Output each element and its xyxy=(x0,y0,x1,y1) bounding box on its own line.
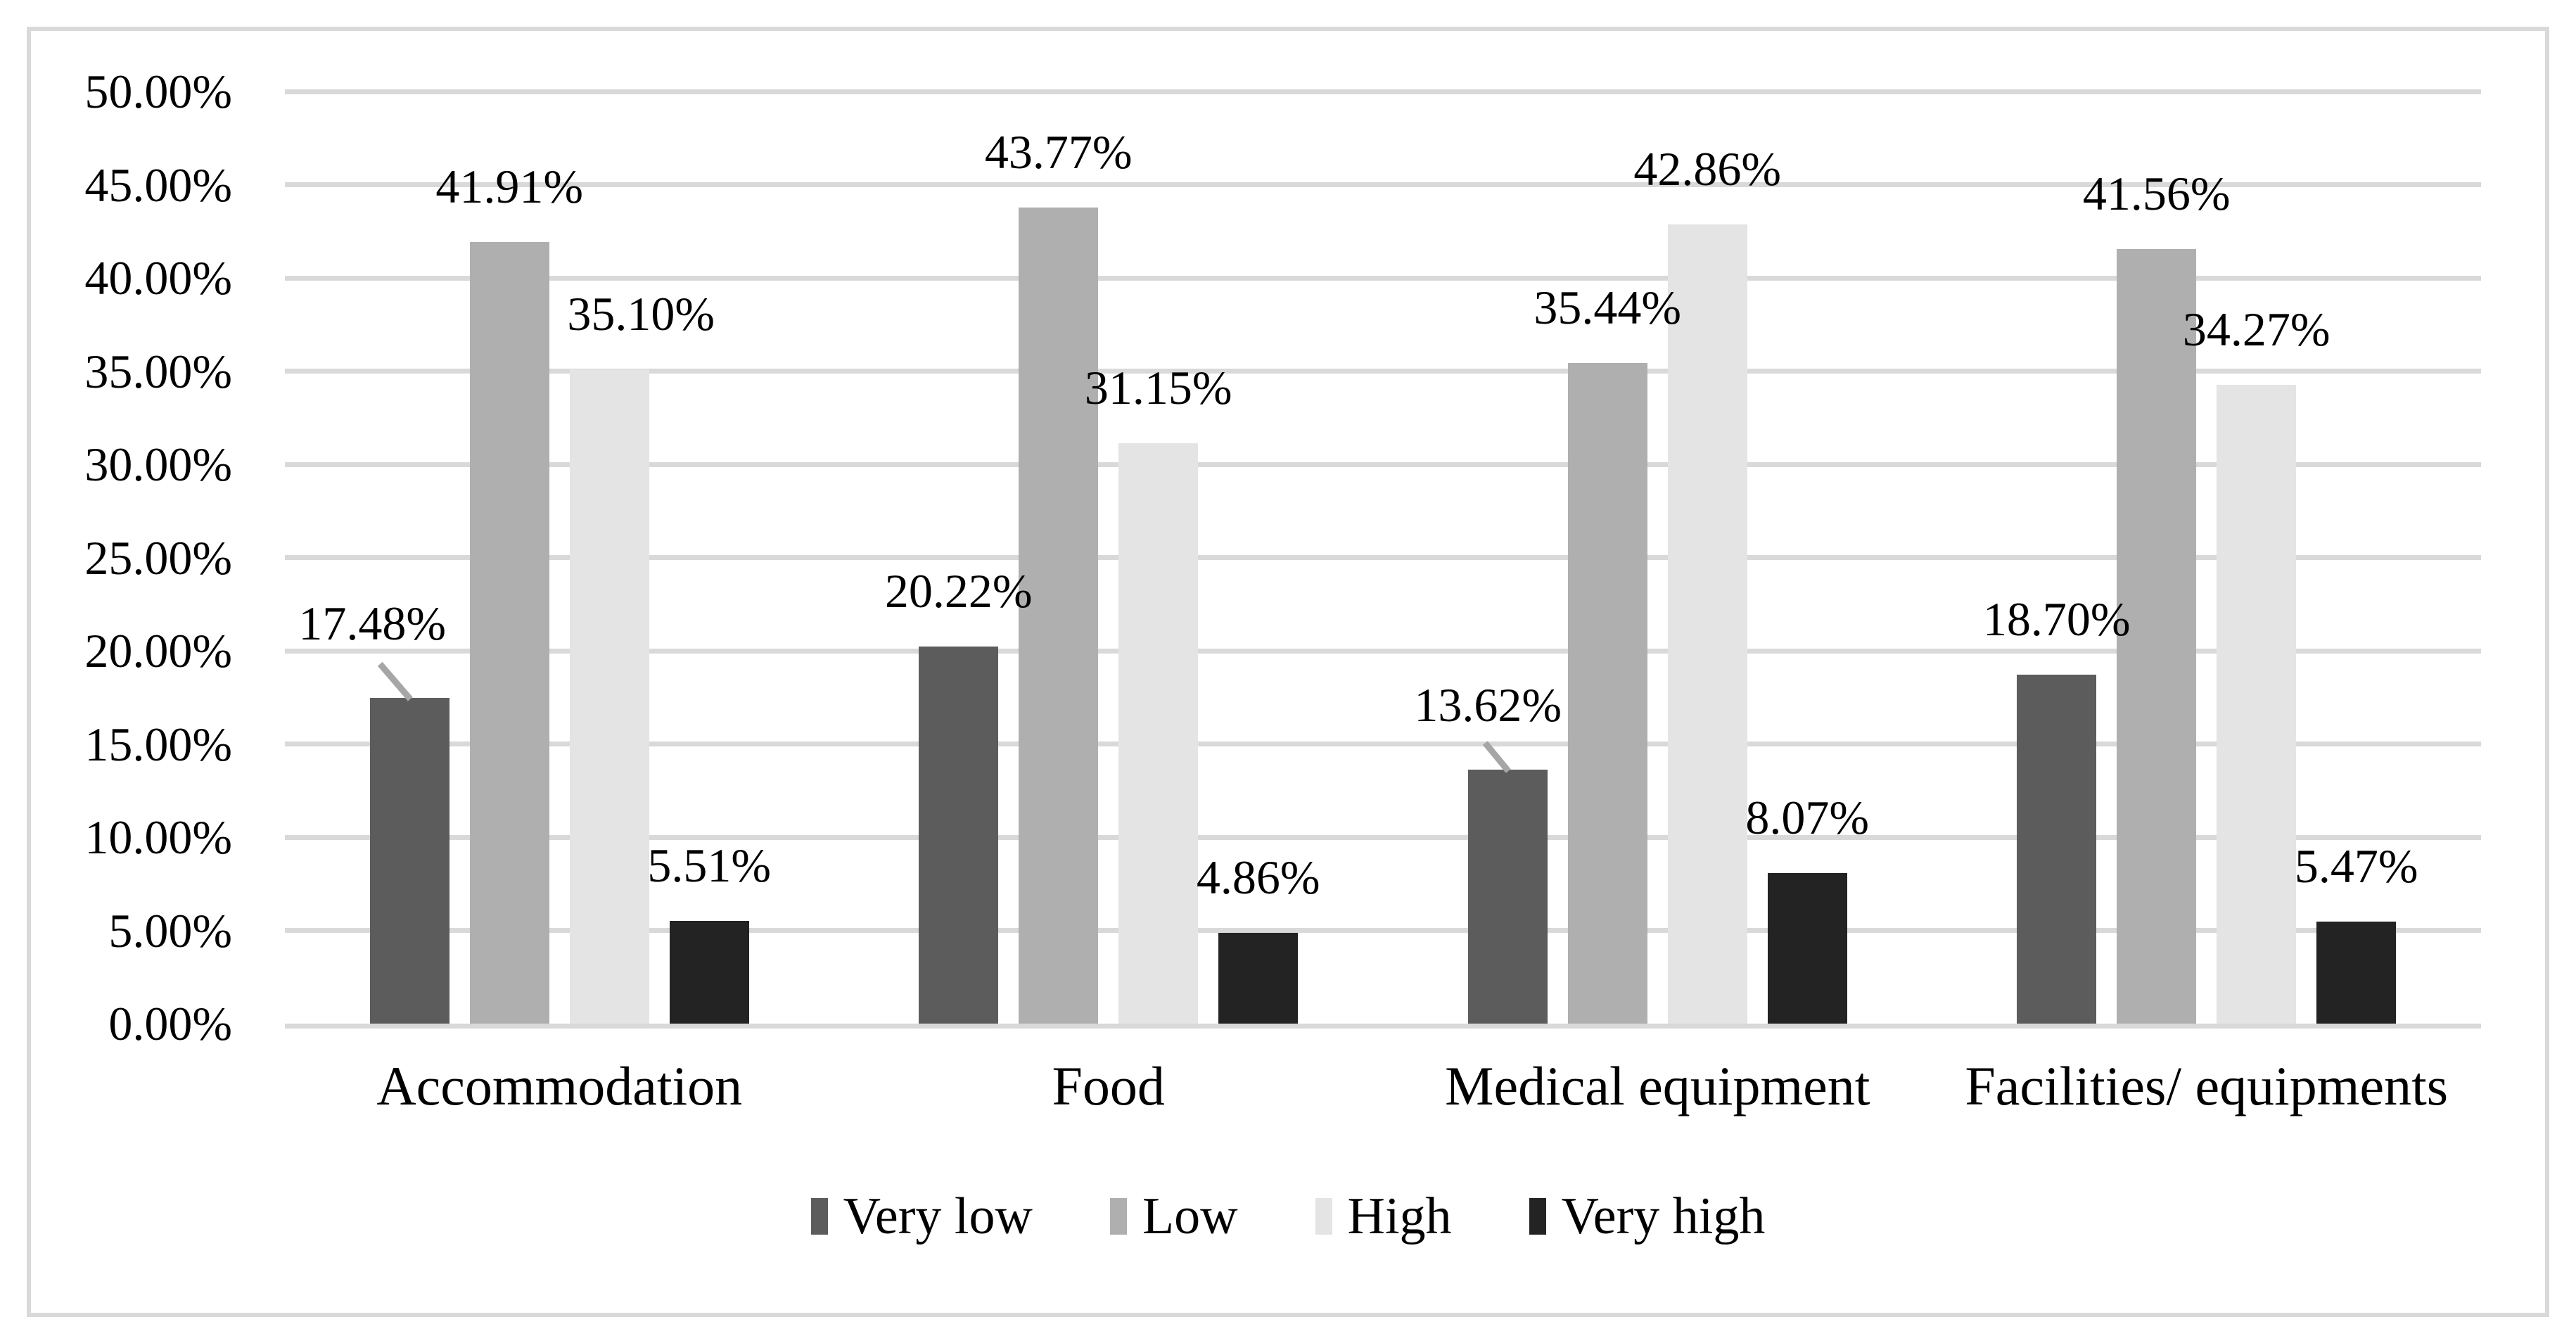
bar xyxy=(569,369,649,1024)
data-label: 35.10% xyxy=(567,286,715,340)
data-label: 43.77% xyxy=(984,125,1133,179)
category-label: Food xyxy=(1052,1055,1165,1116)
bar-group xyxy=(369,91,749,1024)
data-label: 8.07% xyxy=(1745,791,1870,845)
bar xyxy=(1667,224,1747,1024)
gridline xyxy=(285,648,2481,654)
y-axis-tick-label: 10.00% xyxy=(84,810,232,864)
y-axis-tick-label: 15.00% xyxy=(84,717,232,771)
gridline xyxy=(285,928,2481,933)
legend-swatch xyxy=(810,1198,828,1235)
gridline xyxy=(285,462,2481,467)
y-axis-tick-label: 35.00% xyxy=(84,344,232,398)
legend-label: Very low xyxy=(843,1188,1033,1245)
data-label: 17.48% xyxy=(298,596,447,650)
legend-swatch xyxy=(1109,1198,1127,1235)
bar xyxy=(1019,208,1099,1024)
y-axis-tick-label: 20.00% xyxy=(84,624,232,677)
data-label: 41.56% xyxy=(2082,166,2231,220)
legend-swatch xyxy=(1315,1198,1332,1235)
bar xyxy=(1118,443,1199,1024)
y-axis-tick-label: 5.00% xyxy=(108,903,232,957)
plot-area: 17.48% 41.91% 35.10% 5.51% 20.22% 43.77% 31.15… xyxy=(285,89,2481,1029)
gridline xyxy=(285,741,2481,746)
legend-item: Very high xyxy=(1529,1188,1766,1245)
data-label: 31.15% xyxy=(1084,360,1232,414)
gridline xyxy=(285,834,2481,840)
bar xyxy=(2217,384,2297,1024)
data-label: 41.91% xyxy=(435,160,584,214)
bar-group xyxy=(1467,91,1847,1024)
bar xyxy=(369,697,449,1024)
bar xyxy=(469,242,549,1024)
gridline xyxy=(285,369,2481,374)
bar xyxy=(1767,873,1847,1024)
bar-group xyxy=(2017,91,2397,1024)
bar xyxy=(1567,362,1647,1024)
data-label: 5.47% xyxy=(2294,839,2418,893)
category-label: Accommodation xyxy=(376,1055,743,1116)
bar xyxy=(1218,933,1299,1024)
data-label: 4.86% xyxy=(1196,851,1320,905)
gridline xyxy=(285,89,2481,94)
bar-group xyxy=(919,91,1299,1024)
data-label: 35.44% xyxy=(1534,280,1682,334)
y-axis-tick-label: 30.00% xyxy=(84,438,232,491)
y-axis: 0.00% 5.00% 10.00% 15.00% 20.00% 25.00% 30.00%… xyxy=(0,68,232,1048)
legend-label: Low xyxy=(1142,1188,1238,1245)
bar xyxy=(919,647,999,1024)
data-label: 20.22% xyxy=(884,564,1033,618)
legend: Very low Low High Very high xyxy=(0,1190,2576,1242)
bar xyxy=(2117,248,2197,1024)
bar xyxy=(1467,770,1548,1024)
legend-item: High xyxy=(1315,1190,1452,1242)
y-axis-tick-label: 45.00% xyxy=(84,158,232,212)
gridline xyxy=(285,1024,2481,1029)
category-label: Medical equipment xyxy=(1445,1055,1870,1116)
gridline xyxy=(285,275,2481,281)
legend-label: Very high xyxy=(1561,1188,1766,1245)
data-label: 13.62% xyxy=(1414,678,1562,732)
legend-swatch xyxy=(1529,1198,1546,1235)
y-axis-tick-label: 25.00% xyxy=(84,530,232,585)
legend-item: Low xyxy=(1109,1188,1238,1245)
legend-item: Very low xyxy=(810,1188,1033,1245)
gridline xyxy=(285,182,2481,187)
data-label: 5.51% xyxy=(647,839,772,892)
bar xyxy=(2017,675,2097,1024)
bar xyxy=(2316,922,2397,1024)
gridline xyxy=(285,555,2481,560)
category-label: Facilities/ equipments xyxy=(1965,1055,2449,1116)
y-axis-tick-label: 0.00% xyxy=(108,997,232,1050)
legend-label: High xyxy=(1347,1188,1452,1245)
x-axis: Accommodation Food Medical equipment Facili… xyxy=(285,1059,2481,1136)
bar xyxy=(669,921,749,1024)
y-axis-tick-label: 40.00% xyxy=(84,251,232,305)
y-axis-tick-label: 50.00% xyxy=(84,65,232,118)
data-label: 34.27% xyxy=(2182,302,2330,356)
data-label: 18.70% xyxy=(1982,592,2131,647)
data-label: 42.86% xyxy=(1633,142,1782,196)
